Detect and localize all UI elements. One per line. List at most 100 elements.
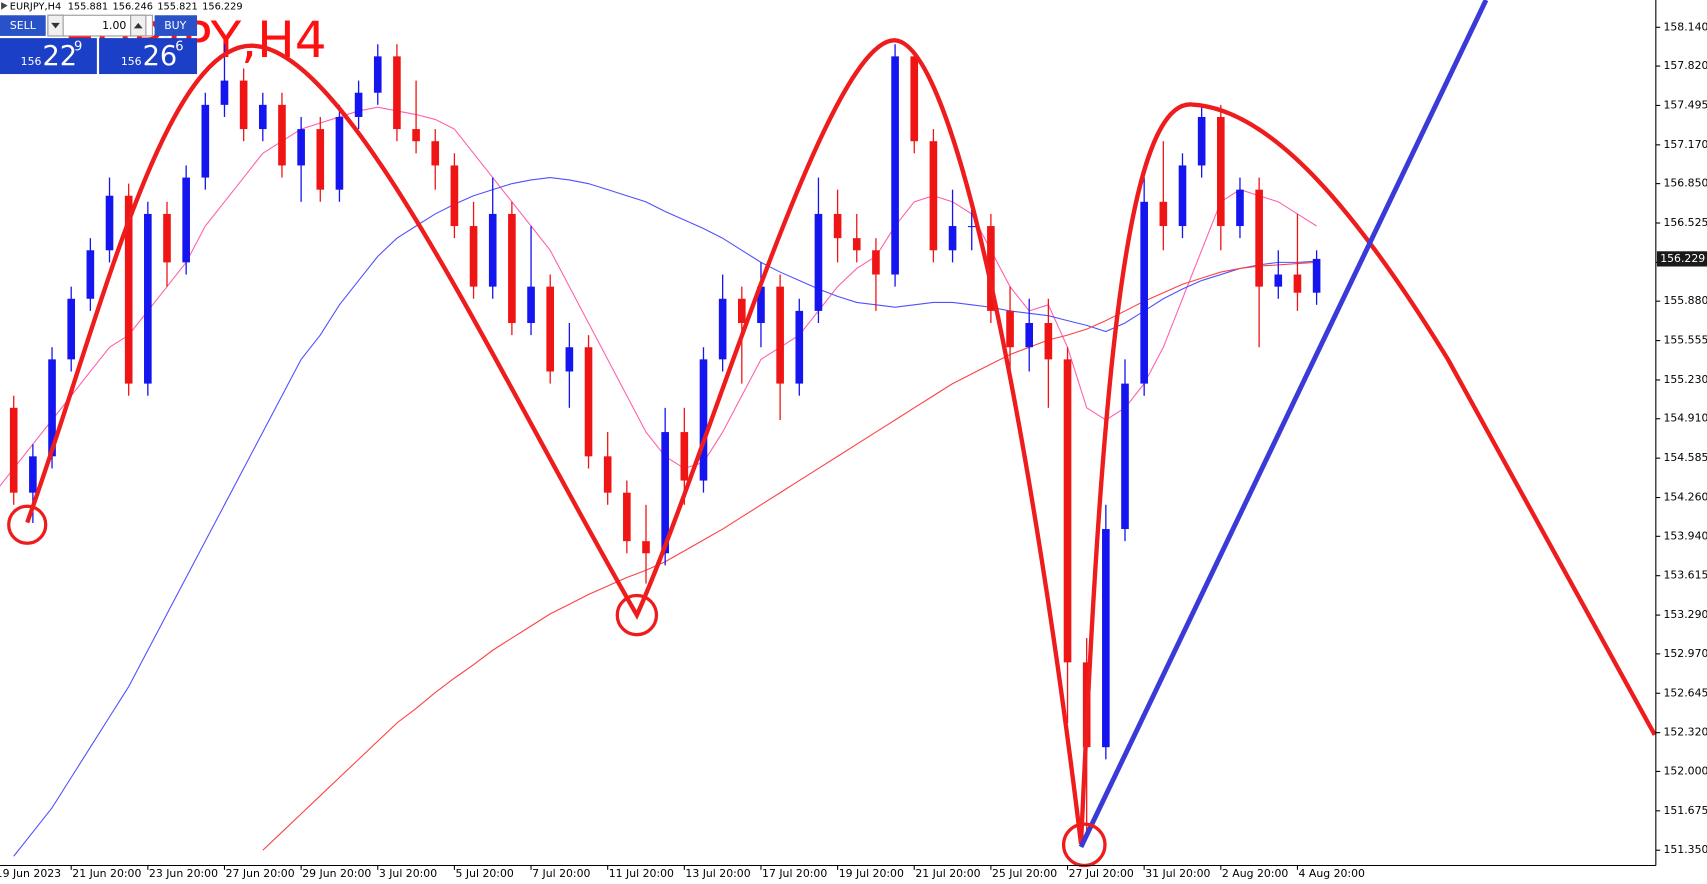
candle-body	[1216, 116, 1225, 227]
moving-average	[0, 106, 1317, 487]
x-tick-label: 3 Jul 20:00	[379, 867, 437, 880]
candle-body	[1121, 383, 1129, 530]
candle-body	[833, 213, 842, 239]
candle-body	[795, 310, 804, 384]
candle-body	[450, 165, 459, 227]
candle-body	[1197, 116, 1206, 166]
candle-body	[1044, 323, 1053, 360]
candle-body	[1159, 201, 1168, 227]
candle-body	[718, 298, 727, 360]
y-tick-label: 152.970	[1663, 647, 1707, 660]
candle-body	[1293, 274, 1302, 293]
candle-body	[776, 286, 784, 384]
x-tick-label: 19 Jun 2023	[0, 867, 61, 880]
x-tick-label: 5 Jul 20:00	[455, 867, 513, 880]
x-tick-label: 2 Aug 20:00	[1222, 867, 1288, 880]
candle-body	[508, 213, 516, 324]
x-tick-label: 21 Jul 20:00	[915, 867, 980, 880]
ask-big: 156	[121, 55, 142, 68]
x-tick-label: 21 Jun 20:00	[72, 867, 141, 880]
buy-button[interactable]	[154, 15, 198, 36]
candle-body	[948, 226, 957, 251]
x-tick-label: 13 Jul 20:00	[685, 867, 750, 880]
bid-pips: 22	[42, 41, 77, 72]
y-tick-label: 153.615	[1663, 569, 1707, 582]
arrow-down	[51, 22, 60, 29]
candle-body	[872, 250, 880, 275]
drawings	[7, 0, 1657, 868]
y-tick-label: 154.260	[1663, 491, 1707, 504]
buy-label: BUY	[164, 19, 186, 32]
lot-value: 1.00	[102, 19, 126, 32]
candle-body	[1140, 201, 1148, 384]
candle-body	[335, 116, 344, 190]
candle-body	[278, 104, 286, 166]
y-tick-label: 155.230	[1663, 373, 1707, 386]
bid-big: 156	[21, 55, 42, 68]
y-tick-label: 158.140	[1663, 20, 1707, 33]
y-tick-label: 157.495	[1663, 98, 1707, 111]
marker-circle	[615, 593, 659, 637]
candle-body	[354, 92, 363, 117]
x-tick-label: 29 Jun 20:00	[302, 867, 371, 880]
y-tick-label: 154.910	[1663, 412, 1707, 425]
candle-body	[488, 213, 497, 287]
x-tick-label: 25 Jul 20:00	[992, 867, 1057, 880]
bid-box[interactable]	[0, 38, 97, 75]
candle-body	[661, 432, 669, 554]
pattern-curve	[25, 38, 1657, 844]
y-tick-label: 157.170	[1663, 138, 1707, 151]
candle-body	[852, 238, 861, 251]
candle-body	[163, 213, 171, 263]
x-tick-label: 23 Jun 20:00	[149, 867, 218, 880]
candle-body	[67, 298, 76, 360]
ask-pips: 26	[143, 41, 178, 72]
candle-body	[239, 80, 248, 130]
candle-body	[431, 141, 440, 166]
candle-body	[1312, 258, 1321, 293]
candle-body	[220, 80, 229, 105]
current-price-box	[1656, 251, 1707, 267]
x-tick-label: 31 Jul 20:00	[1145, 867, 1210, 880]
candles	[9, 44, 1321, 839]
candle-body	[814, 213, 823, 311]
candle-body	[929, 141, 938, 251]
candle-body	[642, 541, 650, 554]
candle-body	[565, 347, 574, 372]
candle-body	[891, 56, 899, 275]
candle-body	[1102, 529, 1110, 748]
candle-body	[1025, 323, 1034, 348]
trend-line	[1078, 0, 1489, 849]
candle-body	[48, 359, 56, 457]
candle-body	[1236, 189, 1244, 227]
candle-body	[1006, 310, 1014, 348]
marker-circle	[7, 504, 48, 545]
y-tick-label: 152.320	[1663, 726, 1707, 739]
y-tick-label: 151.675	[1663, 804, 1707, 817]
x-tick-label: 27 Jul 20:00	[1069, 867, 1134, 880]
y-tick-label: 155.880	[1663, 294, 1707, 307]
header-symbol: EURJPY,H4	[10, 2, 61, 13]
candle-body	[297, 129, 305, 166]
trade-panel: SELL 1.00 BUY 156 22 9 156 26 6	[0, 14, 198, 75]
header-close: 156.229	[202, 2, 242, 13]
x-tick-label: 7 Jul 20:00	[532, 867, 590, 880]
x-tick-label: 11 Jul 20:00	[609, 867, 674, 880]
x-tick-label: 19 Jul 20:00	[839, 867, 904, 880]
ask-box[interactable]	[99, 38, 198, 75]
candle-body	[699, 359, 708, 481]
arrow-up	[133, 22, 143, 29]
candle-body	[546, 286, 555, 372]
x-tick-label: 27 Jun 20:00	[226, 867, 295, 880]
moving-average	[13, 177, 1317, 857]
sell-button[interactable]	[0, 15, 46, 36]
candle-body	[469, 226, 478, 287]
candle-body	[182, 177, 190, 263]
candle-body	[1178, 165, 1187, 227]
y-tick-label: 154.585	[1663, 451, 1707, 464]
header-text: EURJPY,H4 155.881 156.246 155.821 156.229	[10, 2, 243, 13]
current-price-label: 156.229	[1660, 252, 1705, 265]
header-icon	[1, 2, 8, 10]
candle-body	[1274, 274, 1283, 287]
